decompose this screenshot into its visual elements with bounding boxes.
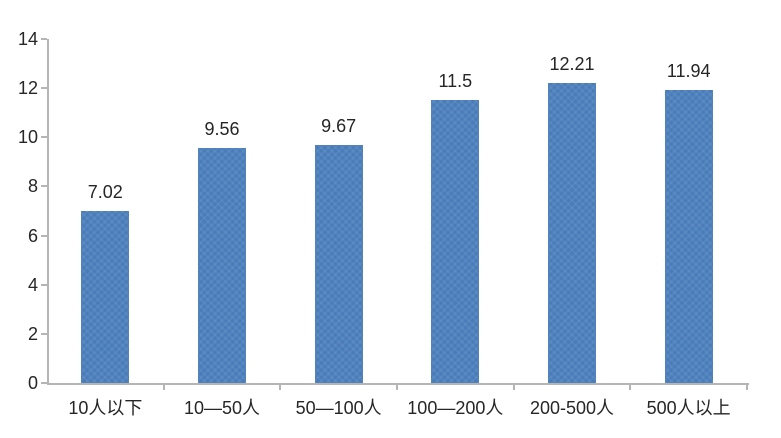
y-axis-tick-mark [41,382,47,384]
y-axis-tick-mark [41,185,47,188]
bar-value-label: 11.5 [438,71,473,92]
y-axis-tick-mark [41,38,47,40]
plot-area [47,39,749,385]
y-axis-tick-label: 14 [17,29,38,49]
bar [548,83,596,383]
x-axis-category-label: 50—100人 [295,398,382,418]
bar-value-label: 11.94 [666,60,711,81]
y-axis-tick-label: 2 [27,323,38,344]
bar-value-label: 9.56 [204,119,240,140]
x-axis-tick-mark [512,385,515,390]
bar [198,148,246,383]
x-axis-category-label: 500人以上 [646,398,731,418]
bar [664,89,713,383]
bar [431,100,480,383]
y-axis-tick-label: 10 [17,127,38,148]
x-axis-tick-mark [396,385,398,390]
y-axis-tick-mark [41,234,47,237]
y-axis-tick-label: 8 [27,176,38,197]
bar-value-label: 7.02 [87,181,123,202]
y-axis-tick-label: 4 [27,274,38,295]
x-axis-category-label: 10—50人 [184,398,261,418]
y-axis-tick-label: 12 [17,78,38,99]
x-axis-tick-mark [629,385,632,390]
y-axis-tick-label: 6 [27,225,38,246]
x-axis-tick-mark [279,385,282,390]
bar [81,210,130,383]
y-axis-tick-mark [41,332,47,335]
bar [314,145,363,383]
y-axis-tick-mark [41,136,47,139]
x-axis-category-label: 100—200人 [407,398,504,418]
bar-value-label: 12.21 [549,54,595,74]
y-axis-tick-mark [41,87,47,90]
bar-value-label: 9.67 [321,116,357,137]
x-axis-tick-mark [746,385,748,390]
y-axis-tick-mark [41,283,47,286]
y-axis-tick-label: 0 [27,373,38,393]
x-axis-category-label: 200-500人 [530,398,615,418]
x-axis-category-label: 10人以下 [68,398,143,418]
x-axis-tick-mark [162,385,165,390]
